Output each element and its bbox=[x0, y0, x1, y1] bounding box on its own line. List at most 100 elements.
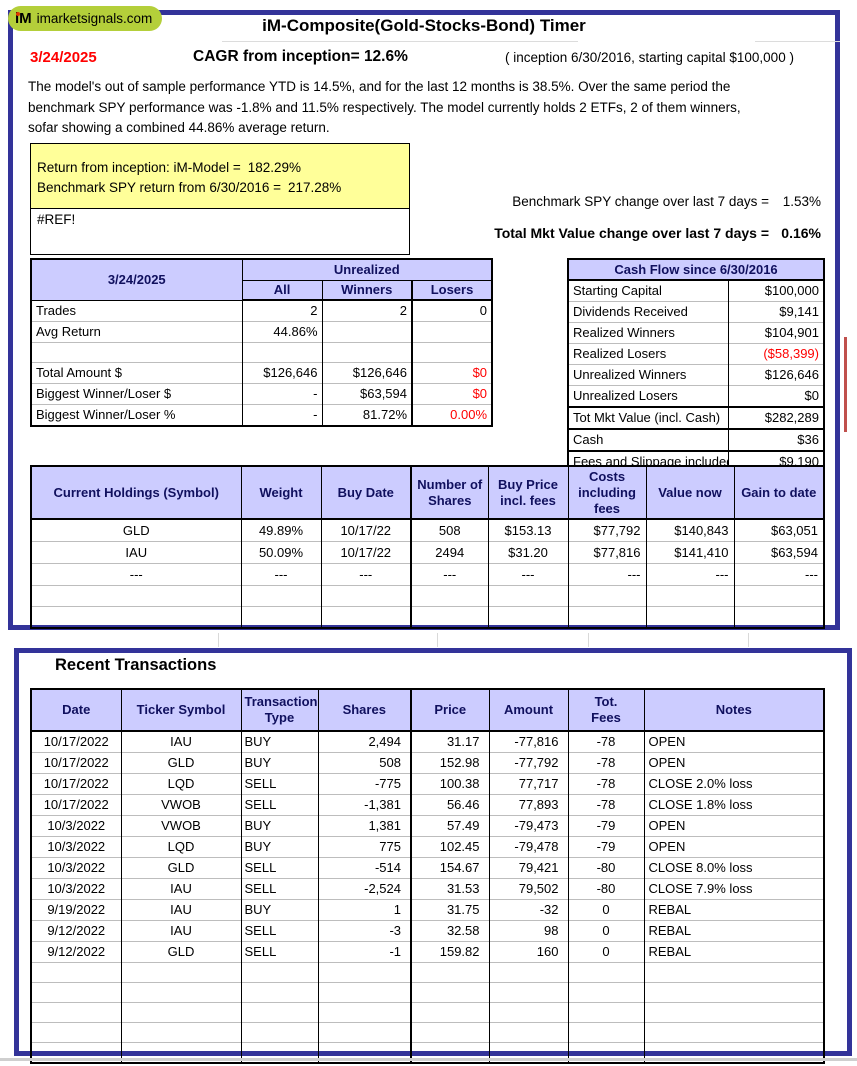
cell-shares bbox=[317, 982, 411, 1003]
cell-all bbox=[241, 342, 322, 363]
mkt-value-7day-change: Total Mkt Value change over last 7 days … bbox=[494, 225, 821, 241]
cell-notes: CLOSE 8.0% loss bbox=[643, 857, 824, 879]
cell-buy-date: 10/17/22 bbox=[320, 541, 411, 564]
transaction-row: 10/3/2022 LQD BUY 775 102.45 -79,478 -79… bbox=[31, 836, 824, 858]
transaction-row bbox=[31, 1042, 824, 1063]
cell-price: 31.75 bbox=[410, 899, 489, 921]
cell-all: 44.86% bbox=[241, 321, 322, 343]
column-header-value-now: Value now bbox=[645, 465, 735, 520]
cell-price: 159.82 bbox=[410, 941, 489, 963]
cell-type: SELL bbox=[240, 941, 318, 963]
cell-label: Unrealized Winners bbox=[568, 364, 728, 386]
cell-shares: 1,381 bbox=[317, 815, 411, 837]
cell-price: 56.46 bbox=[410, 794, 489, 816]
cell-label: Realized Winners bbox=[568, 322, 728, 344]
cell-buy-price bbox=[487, 585, 568, 607]
table-row: Avg Return 44.86% bbox=[31, 321, 493, 343]
transaction-row: 10/3/2022 IAU SELL -2,524 31.53 79,502 -… bbox=[31, 878, 824, 900]
cell-ticker bbox=[120, 1022, 241, 1043]
imarketsignals-logo[interactable]: iM imarketsignals.com bbox=[8, 6, 163, 31]
cell-ticker: GLD bbox=[120, 752, 241, 774]
cell-amount: 98 bbox=[488, 920, 568, 942]
table-row: Cash $36 bbox=[568, 428, 824, 451]
cell-price: 102.45 bbox=[410, 836, 489, 858]
cell-label: Biggest Winner/Loser % bbox=[31, 404, 242, 426]
cell-type bbox=[240, 962, 318, 983]
cell-label: Cash bbox=[568, 428, 728, 451]
cell-winners: 2 bbox=[321, 299, 412, 322]
cell-shares: 508 bbox=[317, 752, 411, 774]
cell-shares bbox=[410, 606, 488, 628]
cell-notes bbox=[643, 1022, 824, 1043]
cell-shares: -514 bbox=[317, 857, 411, 879]
holdings-row bbox=[31, 606, 824, 628]
red-dot-icon bbox=[15, 11, 20, 16]
cell-amount bbox=[488, 1002, 568, 1023]
column-header-type: Transaction Type bbox=[240, 688, 319, 732]
grid-tick bbox=[748, 633, 749, 647]
cell-all: - bbox=[241, 404, 322, 426]
cell-label: Biggest Winner/Loser $ bbox=[31, 383, 242, 405]
benchmark-return-line: Benchmark SPY return from 6/30/2016 = 217… bbox=[37, 180, 342, 195]
cell-notes: REBAL bbox=[643, 941, 824, 963]
cell-fees: -78 bbox=[567, 794, 644, 816]
column-header-date: Date bbox=[30, 688, 122, 732]
cell-price bbox=[410, 982, 489, 1003]
table-row: Tot Mkt Value (incl. Cash) $282,289 bbox=[568, 406, 824, 429]
cell-notes: CLOSE 2.0% loss bbox=[643, 773, 824, 795]
transaction-row: 9/12/2022 IAU SELL -3 32.58 98 0 REBAL bbox=[31, 920, 824, 942]
cell-date: 10/17/2022 bbox=[31, 794, 121, 816]
cell-price: 57.49 bbox=[410, 815, 489, 837]
table-row: Dividends Received $9,141 bbox=[568, 301, 824, 323]
cell-losers: $0 bbox=[410, 383, 493, 405]
cell-price: 32.58 bbox=[410, 920, 489, 942]
cell-shares bbox=[317, 1042, 411, 1063]
column-header-fees: Tot. Fees bbox=[567, 688, 645, 732]
cell-value-now: $140,843 bbox=[645, 518, 734, 542]
cell-date bbox=[31, 1002, 121, 1023]
cash-flow-table: Cash Flow since 6/30/2016 Starting Capit… bbox=[567, 258, 825, 474]
column-header-gain: Gain to date bbox=[733, 465, 825, 520]
cell-symbol: --- bbox=[31, 563, 241, 586]
cell-weight: 49.89% bbox=[240, 518, 321, 542]
cell-amount: 79,502 bbox=[488, 878, 568, 900]
holdings-header-row: Current Holdings (Symbol) Weight Buy Dat… bbox=[30, 465, 825, 520]
cell-buy-date: 10/17/22 bbox=[320, 518, 411, 542]
inception-note: ( inception 6/30/2016, starting capital … bbox=[505, 50, 794, 65]
cell-losers bbox=[410, 342, 493, 363]
cell-winners: $126,646 bbox=[321, 362, 412, 384]
grid-tick bbox=[588, 633, 589, 647]
cell-weight: 50.09% bbox=[240, 541, 321, 564]
description-line-1: The model's out of sample performance YT… bbox=[28, 79, 731, 94]
cell-gain: --- bbox=[733, 563, 824, 586]
grid-tick bbox=[437, 633, 438, 647]
cell-shares: -2,524 bbox=[317, 878, 411, 900]
transaction-row: 10/3/2022 GLD SELL -514 154.67 79,421 -8… bbox=[31, 857, 824, 879]
cell-fees bbox=[567, 982, 644, 1003]
cell-losers bbox=[410, 321, 493, 343]
cell-type: BUY bbox=[240, 815, 318, 837]
cell-price: 152.98 bbox=[410, 752, 489, 774]
cell-type: BUY bbox=[240, 836, 318, 858]
cell-value: $282,289 bbox=[727, 406, 824, 429]
cell-fees: -80 bbox=[567, 878, 644, 900]
cell-buy-date bbox=[320, 585, 411, 607]
cell-notes: OPEN bbox=[643, 730, 824, 753]
transaction-row: 9/19/2022 IAU BUY 1 31.75 -32 0 REBAL bbox=[31, 899, 824, 921]
cell-weight: --- bbox=[240, 563, 321, 586]
table-row: Trades 2 2 0 bbox=[31, 299, 493, 322]
cell-amount bbox=[488, 1022, 568, 1043]
cell-costs bbox=[567, 606, 646, 628]
cell-type: BUY bbox=[240, 730, 318, 753]
cell-ticker bbox=[120, 1042, 241, 1063]
cell-value-now: $141,410 bbox=[645, 541, 734, 564]
cell-type: BUY bbox=[240, 899, 318, 921]
cell-costs: $77,816 bbox=[567, 541, 646, 564]
table-row: Realized Losers ($58,399) bbox=[568, 343, 824, 365]
cell-date: 10/17/2022 bbox=[31, 730, 121, 753]
cell-costs: $77,792 bbox=[567, 518, 646, 542]
column-header-price: Price bbox=[410, 688, 490, 732]
cell-fees: -78 bbox=[567, 730, 644, 753]
cell-label: Starting Capital bbox=[568, 279, 728, 302]
